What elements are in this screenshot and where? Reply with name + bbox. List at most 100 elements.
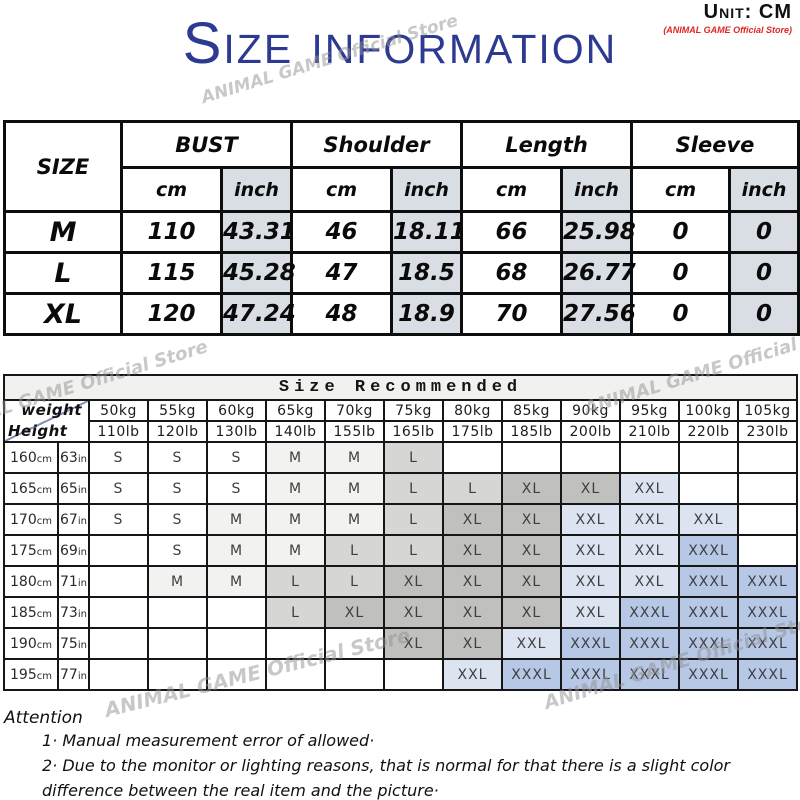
- weight-lb-header: 200lb: [560, 420, 621, 443]
- recommended-size-cell: XXL: [560, 534, 621, 567]
- height-cm-cell: 180cm: [3, 565, 59, 598]
- recommended-size-cell: XL: [501, 565, 562, 598]
- recommended-size-cell: XXL: [619, 472, 680, 505]
- recommended-size-cell: XXXL: [619, 658, 680, 691]
- recommended-size-cell: XL: [442, 565, 503, 598]
- recommended-size-cell: S: [88, 441, 149, 474]
- recommended-size-cell: M: [324, 472, 385, 505]
- empty-cell: [560, 441, 621, 474]
- empty-cell: [88, 596, 149, 629]
- recommended-size-cell: XL: [501, 596, 562, 629]
- recommended-size-cell: XL: [560, 472, 621, 505]
- cm-value: 66: [460, 210, 564, 254]
- recommended-size-cell: XL: [442, 534, 503, 567]
- inch-header: inch: [560, 166, 634, 213]
- cm-value: 47: [290, 251, 394, 295]
- height-cm-cell: 170cm: [3, 503, 59, 536]
- height-in-cell: 67in: [57, 503, 90, 536]
- inch-value: 26.77: [560, 251, 636, 295]
- height-in-cell: 73in: [57, 596, 90, 629]
- size-row: M 110 43.31 46 18.11 66 25.98 0 0: [3, 210, 800, 254]
- weight-lb-header: 120lb: [147, 420, 208, 443]
- recommended-size-cell: L: [383, 503, 444, 536]
- bust-header: BUST: [119, 120, 294, 169]
- weight-lb-header: 220lb: [678, 420, 739, 443]
- empty-cell: [678, 441, 739, 474]
- height-row: 185cm 73in L XL XL XL XL XXL XXXL XXXL XXXL: [3, 596, 799, 629]
- height-row: 160cm 63in S S S M M L: [3, 441, 799, 474]
- height-in-cell: 65in: [57, 472, 90, 505]
- recommended-size-cell: M: [265, 441, 326, 474]
- recommended-size-cell: M: [324, 503, 385, 536]
- weight-kg-header: 85kg: [501, 399, 562, 422]
- sleeve-header: Sleeve: [630, 120, 800, 169]
- recommended-size-cell: XXXL: [560, 627, 621, 660]
- empty-cell: [147, 627, 208, 660]
- recommended-size-cell: M: [147, 565, 208, 598]
- inch-value: 18.9: [390, 292, 464, 336]
- recommended-size-cell: XXL: [501, 627, 562, 660]
- recommended-size-cell: L: [324, 565, 385, 598]
- empty-cell: [678, 472, 739, 505]
- recommended-size-cell: S: [147, 441, 208, 474]
- height-row: 175cm 69in S M M L L XL XL XXL XXL XXXL: [3, 534, 799, 567]
- empty-cell: [265, 658, 326, 691]
- weight-lb-header: 210lb: [619, 420, 680, 443]
- inch-value: 45.28: [219, 251, 296, 295]
- recommended-size-cell: XXL: [560, 503, 621, 536]
- recommended-size-cell: XXXL: [678, 534, 739, 567]
- weight-kg-header: 60kg: [206, 399, 267, 422]
- inch-value: 18.5: [390, 251, 464, 295]
- cm-value: 46: [290, 210, 394, 254]
- empty-cell: [442, 441, 503, 474]
- cm-value: 0: [630, 292, 732, 336]
- cm-value: 0: [630, 210, 732, 254]
- empty-cell: [206, 596, 267, 629]
- height-row: 165cm 65in S S S M M L L XL XL XXL: [3, 472, 799, 505]
- store-label: (ANIMAL GAME Official Store): [663, 25, 792, 35]
- recommended-size-cell: XXXL: [678, 565, 739, 598]
- recommended-size-cell: XXXL: [736, 596, 799, 629]
- height-row: 170cm 67in S S M M M L XL XL XXL XXL XXL: [3, 503, 799, 536]
- recommended-size-cell: M: [324, 441, 385, 474]
- weight-kg-header: 75kg: [383, 399, 444, 422]
- inch-header: inch: [390, 166, 464, 213]
- cm-header: cm: [460, 166, 564, 213]
- inch-value: 0: [728, 251, 800, 295]
- recommended-size-cell: L: [265, 565, 326, 598]
- empty-cell: [324, 658, 385, 691]
- recommended-size-cell: XXXL: [678, 627, 739, 660]
- recommended-size-cell: XXXL: [560, 658, 621, 691]
- cm-value: 110: [120, 210, 223, 254]
- weight-lb-header: 165lb: [383, 420, 444, 443]
- empty-cell: [147, 596, 208, 629]
- empty-cell: [736, 441, 799, 474]
- recommended-size-cell: L: [383, 534, 444, 567]
- empty-cell: [619, 441, 680, 474]
- recommended-size-cell: S: [147, 472, 208, 505]
- recommended-size-cell: XL: [501, 534, 562, 567]
- cm-header: cm: [120, 166, 223, 213]
- attention-section: Attention 1· Manual measurement error of…: [4, 708, 800, 800]
- recommended-size-cell: XL: [501, 472, 562, 505]
- recommended-size-cell: XL: [383, 627, 444, 660]
- length-header: Length: [460, 120, 634, 169]
- height-in-cell: 77in: [57, 658, 90, 691]
- attention-note-2-cont: difference between the real item and the…: [42, 781, 439, 800]
- inch-header: inch: [219, 166, 294, 213]
- empty-cell: [265, 627, 326, 660]
- height-row: 195cm 77in XXL XXXL XXXL XXXL XXXL XXXL: [3, 658, 799, 691]
- empty-cell: [736, 503, 799, 536]
- weight-lb-header: 155lb: [324, 420, 385, 443]
- recommended-size-cell: XXXL: [678, 658, 739, 691]
- recommended-size-cell: XXXL: [501, 658, 562, 691]
- empty-cell: [206, 658, 267, 691]
- recommended-size-cell: XL: [442, 503, 503, 536]
- weight-kg-header: 70kg: [324, 399, 385, 422]
- weight-kg-header: 65kg: [265, 399, 326, 422]
- recommended-size-cell: XL: [324, 596, 385, 629]
- empty-cell: [88, 565, 149, 598]
- recommended-size-cell: XL: [501, 503, 562, 536]
- height-cm-cell: 185cm: [3, 596, 59, 629]
